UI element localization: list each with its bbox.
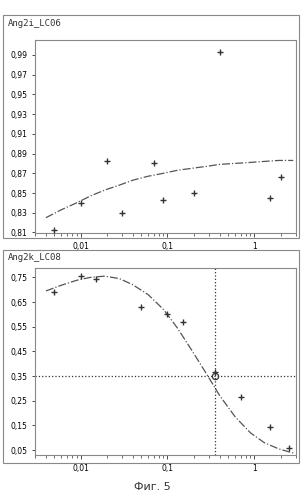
Text: Ang2k_LC08: Ang2k_LC08 bbox=[8, 254, 61, 262]
Text: Фиг. 5: Фиг. 5 bbox=[134, 482, 171, 492]
Text: Ang2i_LC06: Ang2i_LC06 bbox=[8, 18, 61, 28]
